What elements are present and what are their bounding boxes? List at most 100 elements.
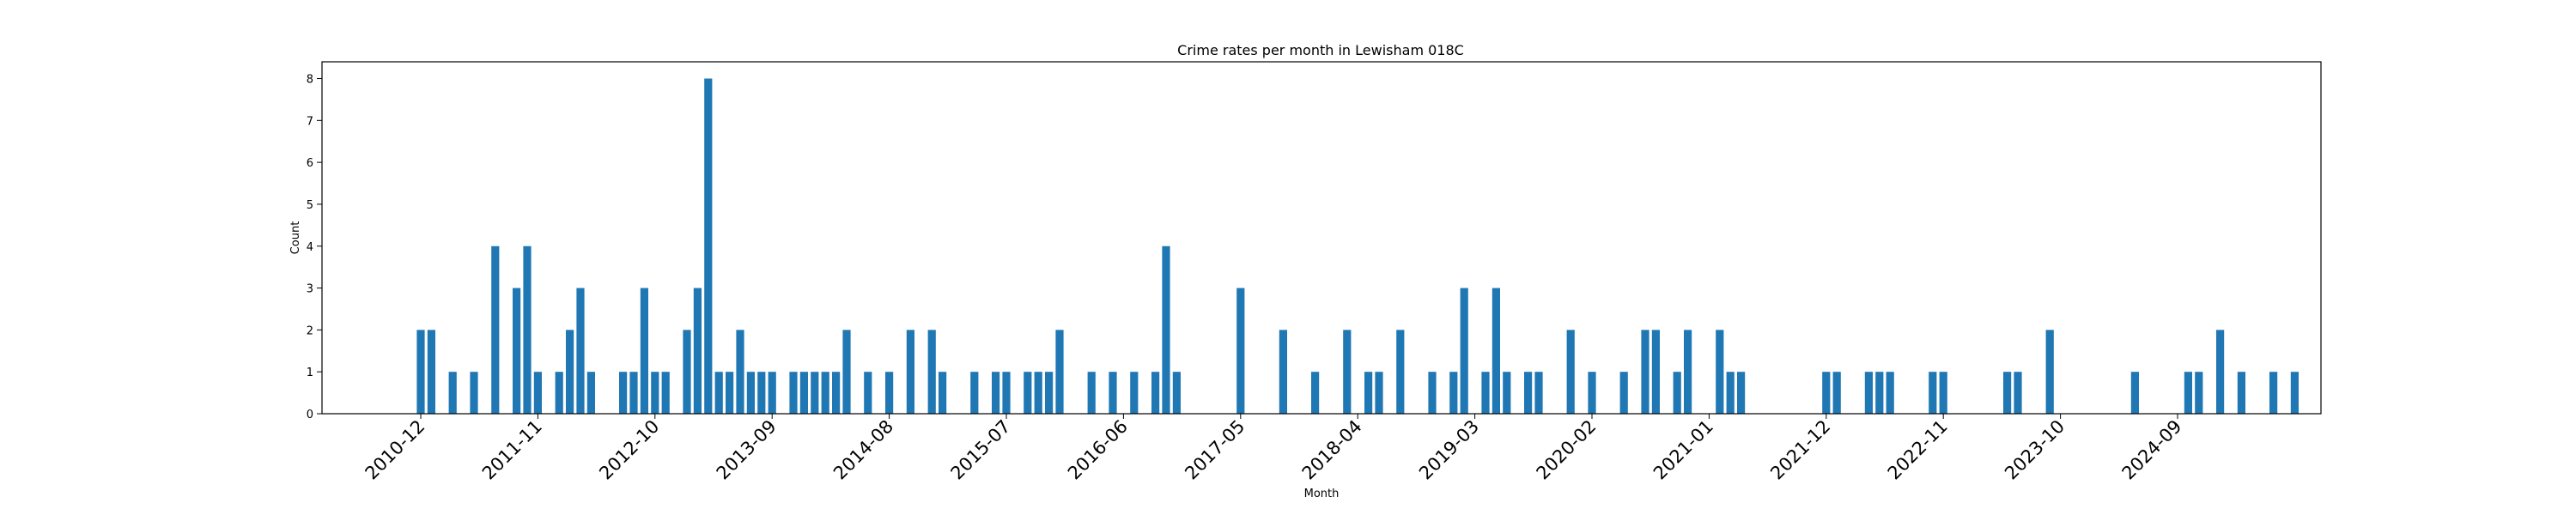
bar-2016-03 bbox=[1087, 372, 1096, 414]
y-tick-label: 5 bbox=[307, 199, 313, 212]
bar-2016-07 bbox=[1130, 372, 1139, 414]
bar-2022-11 bbox=[1939, 372, 1947, 414]
bar-2022-10 bbox=[1929, 372, 1937, 414]
bar-2021-12 bbox=[1822, 372, 1831, 414]
bar-2019-09 bbox=[1534, 372, 1543, 414]
bar-2022-04 bbox=[1864, 372, 1873, 414]
bar-2022-01 bbox=[1832, 372, 1841, 414]
bar-2013-01 bbox=[683, 330, 691, 414]
bar-2015-04 bbox=[970, 372, 979, 414]
bar-2019-01 bbox=[1449, 372, 1458, 414]
bar-2013-11 bbox=[789, 372, 798, 414]
bar-2013-04 bbox=[714, 372, 723, 414]
bar-2018-06 bbox=[1375, 372, 1383, 414]
bar-2012-08 bbox=[629, 372, 638, 414]
bar-2011-01 bbox=[427, 330, 435, 414]
x-axis-label: Month bbox=[1304, 488, 1340, 500]
bar-2013-06 bbox=[736, 330, 744, 414]
bar-2012-07 bbox=[619, 372, 628, 414]
bar-2016-10 bbox=[1162, 245, 1170, 414]
bar-2023-06 bbox=[2014, 372, 2022, 414]
bar-2022-05 bbox=[1875, 372, 1884, 414]
bar-2020-08 bbox=[1651, 330, 1660, 414]
bar-2012-03 bbox=[576, 288, 585, 414]
bar-2025-08 bbox=[2290, 372, 2299, 414]
y-tick-label: 4 bbox=[307, 241, 313, 254]
bar-2014-12 bbox=[927, 330, 936, 414]
bar-2017-09 bbox=[1279, 330, 1287, 414]
bar-2012-02 bbox=[566, 330, 574, 414]
bar-2012-04 bbox=[586, 372, 595, 414]
bar-2020-11 bbox=[1684, 330, 1692, 414]
bar-2012-10 bbox=[651, 372, 659, 414]
bar-2019-05 bbox=[1492, 288, 1500, 414]
bar-2014-01 bbox=[811, 372, 819, 414]
bar-2013-05 bbox=[726, 372, 734, 414]
bar-2015-06 bbox=[992, 372, 1000, 414]
bar-2021-04 bbox=[1737, 372, 1746, 414]
bar-2015-11 bbox=[1045, 372, 1054, 414]
y-tick-label: 6 bbox=[307, 157, 313, 170]
y-tick-label: 0 bbox=[307, 409, 313, 421]
bar-2025-06 bbox=[2269, 372, 2278, 414]
bar-2017-05 bbox=[1236, 288, 1245, 414]
bar-2018-11 bbox=[1428, 372, 1437, 414]
bar-2011-03 bbox=[448, 372, 457, 414]
bar-2015-09 bbox=[1024, 372, 1032, 414]
bar-2013-07 bbox=[746, 372, 755, 414]
bar-2019-12 bbox=[1566, 330, 1575, 414]
y-tick-label: 1 bbox=[307, 367, 313, 379]
bar-2018-03 bbox=[1343, 330, 1352, 414]
bar-2015-01 bbox=[939, 372, 947, 414]
plot-frame bbox=[321, 61, 2322, 415]
bar-2011-07 bbox=[491, 245, 500, 414]
bar-2012-11 bbox=[661, 372, 670, 414]
bar-2024-11 bbox=[2195, 372, 2203, 414]
bar-2013-03 bbox=[704, 78, 713, 415]
bar-2016-11 bbox=[1172, 372, 1181, 414]
bar-2015-07 bbox=[1002, 372, 1011, 414]
bar-2023-05 bbox=[2003, 372, 2012, 414]
chart-title: Crime rates per month in Lewisham 018C bbox=[1177, 42, 1464, 58]
bar-2016-09 bbox=[1151, 372, 1160, 414]
bar-2014-08 bbox=[885, 372, 894, 414]
bar-2021-03 bbox=[1726, 372, 1735, 414]
bar-2015-10 bbox=[1034, 372, 1042, 414]
bar-2013-02 bbox=[693, 288, 702, 414]
bar-2025-01 bbox=[2216, 330, 2225, 414]
bar-2011-10 bbox=[523, 245, 532, 414]
bar-2012-01 bbox=[555, 372, 563, 414]
bar-2017-12 bbox=[1311, 372, 1320, 414]
y-axis: 0 1 2 3 4 5 6 7 8 bbox=[307, 74, 322, 421]
bar-2014-04 bbox=[842, 330, 851, 414]
bar-2014-06 bbox=[864, 372, 872, 414]
bar-series bbox=[416, 78, 2299, 415]
bar-2025-03 bbox=[2237, 372, 2245, 414]
bar-2016-05 bbox=[1109, 372, 1117, 414]
bar-2020-02 bbox=[1588, 372, 1596, 414]
y-axis-label: Count bbox=[289, 221, 302, 255]
bar-2020-05 bbox=[1619, 372, 1628, 414]
bar-2024-10 bbox=[2184, 372, 2192, 414]
y-tick-label: 3 bbox=[307, 283, 313, 296]
bar-2020-07 bbox=[1641, 330, 1649, 414]
bar-2014-02 bbox=[821, 372, 829, 414]
y-tick-label: 7 bbox=[307, 115, 313, 128]
bar-2023-09 bbox=[2045, 330, 2054, 414]
bar-2011-05 bbox=[470, 372, 478, 414]
bar-2013-09 bbox=[768, 372, 776, 414]
bar-2013-08 bbox=[757, 372, 766, 414]
bar-2024-05 bbox=[2130, 372, 2139, 414]
bar-2022-06 bbox=[1886, 372, 1894, 414]
bar-2013-12 bbox=[799, 372, 808, 414]
bar-2010-12 bbox=[416, 330, 425, 414]
bar-2018-08 bbox=[1396, 330, 1405, 414]
bar-2020-10 bbox=[1673, 372, 1681, 414]
bar-2014-03 bbox=[832, 372, 841, 414]
bar-2015-12 bbox=[1055, 330, 1064, 414]
y-tick-label: 8 bbox=[307, 74, 313, 87]
bar-2019-06 bbox=[1503, 372, 1511, 414]
bar-2014-10 bbox=[906, 330, 914, 414]
